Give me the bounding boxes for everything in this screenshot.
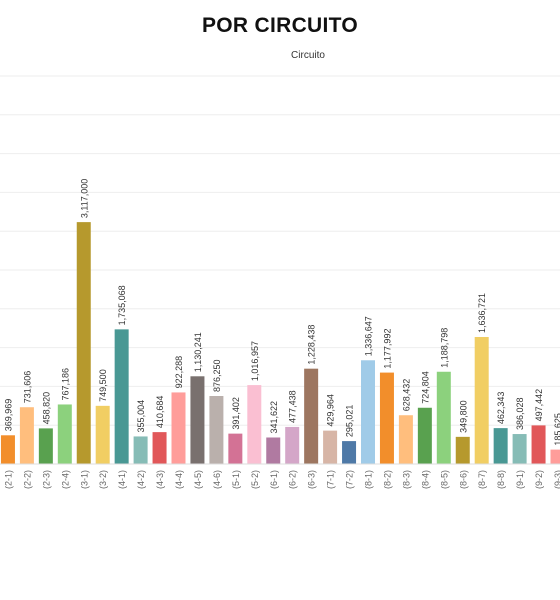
bar-value-label: 295,021: [345, 405, 355, 438]
bar-value-label: 724,804: [420, 371, 430, 404]
bar-value-label: 458,820: [41, 392, 51, 425]
x-tick-label: (6-3): [307, 470, 317, 489]
bar-value-label: 731,606: [22, 371, 32, 404]
x-tick-label: (4-3): [155, 470, 165, 489]
x-tick-label: (5-2): [250, 470, 260, 489]
x-tick-label: (2-4): [60, 470, 70, 489]
x-tick-label: (4-4): [174, 470, 184, 489]
bar[interactable]: [417, 407, 432, 464]
bar[interactable]: [152, 432, 167, 464]
x-tick-label: (5-1): [231, 470, 241, 489]
bar-value-label: 1,735,068: [117, 285, 127, 325]
bar[interactable]: [531, 425, 546, 464]
bar-value-label: 369,969: [3, 399, 13, 432]
x-tick-label: (9-2): [534, 470, 544, 489]
bar-value-label: 477,438: [288, 390, 298, 423]
x-tick-label: (2-1): [3, 470, 13, 489]
bar[interactable]: [57, 404, 72, 464]
x-tick-label: (8-3): [401, 470, 411, 489]
bar-value-label: 767,186: [60, 368, 70, 401]
x-tick-label: (4-5): [193, 470, 203, 489]
bar[interactable]: [228, 433, 243, 464]
x-tick-label: (3-1): [79, 470, 89, 489]
bar[interactable]: [455, 436, 470, 464]
bar-value-label: 749,500: [98, 369, 108, 402]
bar-value-label: 429,964: [326, 394, 336, 427]
x-tick-label: (8-5): [439, 470, 449, 489]
bar-value-label: 1,016,957: [250, 341, 260, 381]
x-tick-label: (8-6): [458, 470, 468, 489]
bar-value-label: 3,117,000: [79, 179, 89, 218]
bar[interactable]: [285, 426, 300, 464]
bar[interactable]: [190, 376, 205, 464]
x-tick-label: (7-2): [345, 470, 355, 489]
chart-title: POR CIRCUITO: [201, 14, 359, 37]
bar-value-label: 386,028: [515, 397, 525, 430]
x-tick-label: (4-2): [136, 470, 146, 489]
bar-value-label: 462,343: [496, 392, 506, 425]
bar-value-label: 1,336,647: [364, 316, 374, 356]
bar[interactable]: [512, 434, 527, 464]
bar-value-label: 1,636,721: [477, 293, 487, 333]
bar[interactable]: [19, 407, 34, 464]
bar-value-label: 628,432: [401, 379, 411, 412]
bar[interactable]: [436, 371, 451, 464]
bar[interactable]: [379, 372, 394, 464]
x-tick-label: (8-7): [477, 470, 487, 489]
x-tick-label: (8-4): [420, 470, 430, 489]
bar[interactable]: [0, 435, 15, 464]
bar-value-label: 391,402: [231, 397, 241, 430]
bar-value-label: 922,288: [174, 356, 184, 389]
bar-value-label: 1,188,798: [439, 328, 449, 368]
bar-value-label: 341,622: [269, 401, 279, 434]
bar[interactable]: [398, 415, 413, 464]
bar[interactable]: [247, 385, 262, 464]
x-tick-label: (2-3): [41, 470, 51, 489]
bar[interactable]: [493, 428, 508, 464]
x-tick-label: (8-1): [364, 470, 374, 489]
bar[interactable]: [361, 360, 375, 464]
bar[interactable]: [550, 449, 560, 464]
bar-value-label: 410,684: [155, 396, 165, 429]
x-tick-label: (8-8): [496, 470, 506, 489]
bar[interactable]: [323, 430, 338, 464]
bar[interactable]: [38, 428, 53, 464]
bar-value-label: 355,004: [136, 400, 146, 433]
bar[interactable]: [474, 336, 489, 464]
x-tick-label: (9-1): [515, 470, 525, 489]
bar-value-label: 349,800: [458, 400, 468, 433]
bar[interactable]: [133, 436, 148, 464]
bar[interactable]: [304, 368, 319, 464]
bar-value-label: 185,625: [553, 413, 560, 446]
x-tick-label: (8-2): [382, 470, 392, 489]
bar-value-label: 497,442: [534, 389, 544, 422]
x-tick-label: (4-6): [212, 470, 222, 489]
bar[interactable]: [95, 405, 110, 464]
x-tick-label: (3-2): [98, 470, 108, 489]
bar[interactable]: [342, 441, 357, 464]
bar[interactable]: [171, 392, 186, 464]
x-tick-label: (6-2): [288, 470, 298, 489]
bar-value-label: 1,228,438: [307, 325, 317, 365]
bar-value-label: 1,177,992: [382, 329, 392, 369]
bar[interactable]: [76, 222, 91, 464]
chart-subtitle: Circuito: [291, 50, 325, 61]
x-tick-label: (2-2): [22, 470, 32, 489]
bar-value-label: 876,250: [212, 359, 222, 392]
bar[interactable]: [209, 396, 224, 464]
bar[interactable]: [114, 329, 129, 464]
bar[interactable]: [266, 437, 281, 464]
x-tick-label: (9-3): [553, 470, 560, 489]
x-tick-label: (4-1): [117, 470, 127, 489]
x-tick-label: (6-1): [269, 470, 279, 489]
bar-value-label: 1,130,241: [193, 332, 203, 372]
x-tick-label: (7-1): [326, 470, 336, 489]
